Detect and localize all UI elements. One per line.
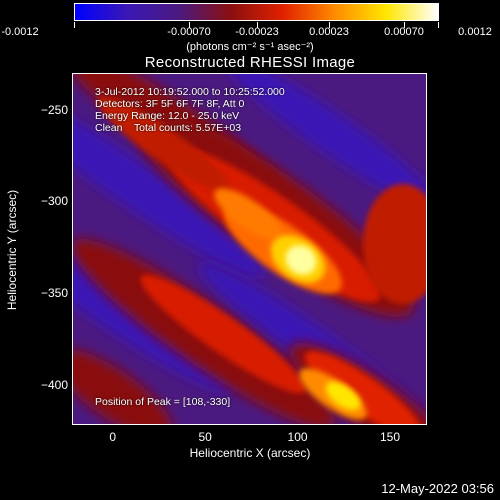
heatmap-region <box>363 184 426 304</box>
colorbar-units-label: (photons cm⁻² s⁻¹ asec⁻²) <box>186 41 314 53</box>
annotation-energy-range: Energy Range: 12.0 - 25.0 keV <box>95 110 240 122</box>
colorbar-tick-label: -0.00070 <box>167 26 211 38</box>
annotation-detectors: Detectors: 3F 5F 6F 7F 8F, Att 0 <box>95 98 245 110</box>
colorbar-tick-label: -0.0012 <box>1 26 39 38</box>
heatmap-region <box>96 96 230 192</box>
heatmap-region <box>214 188 282 240</box>
y-tick-label: −350 <box>40 286 68 300</box>
colorbar-tick <box>189 22 190 28</box>
x-axis-label: Heliocentric X (arcsec) <box>189 446 311 460</box>
y-tick-label: −300 <box>40 194 68 209</box>
heatmap-region <box>73 349 172 424</box>
annotation-peak-position: Position of Peak = [108,-330] <box>95 396 231 408</box>
heatmap-region <box>304 351 422 424</box>
colorbar-tick <box>438 22 439 28</box>
heatmap-image <box>73 74 426 424</box>
heatmap-region <box>325 381 361 411</box>
timestamp: 12-May-2022 03:56 <box>381 481 494 496</box>
colorbar <box>74 3 439 21</box>
colorbar-tick <box>404 22 405 28</box>
heatmap-region <box>285 245 317 275</box>
plot-title: Reconstructed RHESSI Image <box>144 54 356 71</box>
heatmap-region <box>73 90 265 278</box>
y-axis-label: Heliocentric Y (arcsec) <box>5 189 19 311</box>
heatmap-region <box>225 74 426 211</box>
x-tick-label: 100 <box>287 430 308 444</box>
y-tick-label: −250 <box>40 102 68 117</box>
colorbar-tick-label: -0.00023 <box>235 26 279 38</box>
heatmap-region <box>140 274 306 394</box>
colorbar-tick-label: 0.00023 <box>309 26 349 38</box>
x-tick-label: 150 <box>380 430 401 444</box>
colorbar-tick-label: 0.0012 <box>458 26 492 38</box>
annotation-time-range: 3-Jul-2012 10:19:52.000 to 10:25:52.000 <box>95 86 285 98</box>
x-tick-label: 50 <box>198 430 212 444</box>
colorbar-tick <box>74 22 75 28</box>
rhessi-image-plot: 3-Jul-2012 10:19:52.000 to 10:25:52.000 … <box>72 73 427 425</box>
x-tick-label: 0 <box>109 430 117 444</box>
y-tick-label: −400 <box>40 377 68 392</box>
colorbar-tick-label: 0.00070 <box>384 26 424 38</box>
colorbar-tick <box>329 22 330 28</box>
heatmap-blobs <box>73 74 426 424</box>
annotation-clean-counts: Clean Total counts: 5.57E+03 <box>95 122 242 134</box>
colorbar-tick <box>257 22 258 28</box>
